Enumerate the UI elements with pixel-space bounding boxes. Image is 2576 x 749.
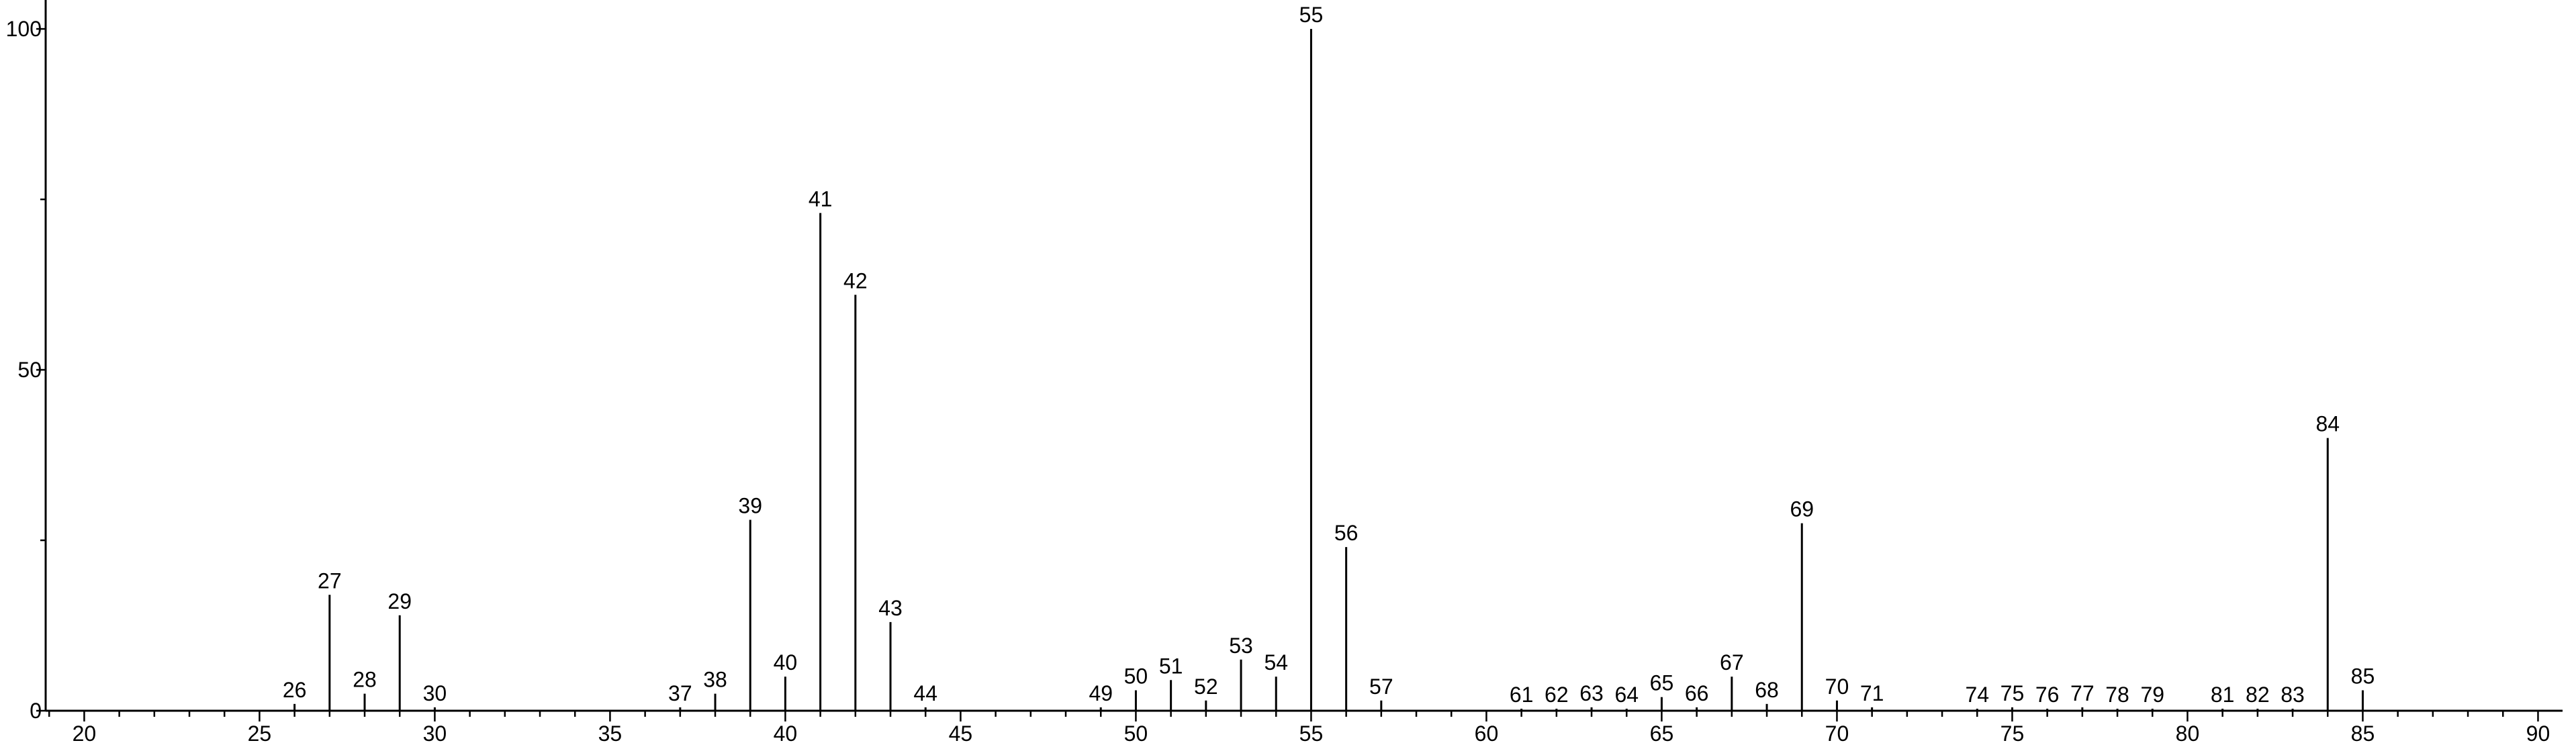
- x-tick-label: 75: [2000, 721, 2025, 746]
- peak-label: 53: [1229, 634, 1253, 658]
- peak-label: 51: [1159, 654, 1183, 678]
- peak-label: 38: [703, 668, 727, 692]
- peak-label: 84: [2315, 412, 2340, 436]
- x-tick-label: 80: [2176, 721, 2200, 746]
- y-tick-label: 0: [30, 699, 42, 723]
- peak-label: 77: [2070, 681, 2095, 705]
- peak-label: 57: [1369, 675, 1393, 699]
- x-tick-label: 25: [248, 721, 272, 746]
- peak-label: 66: [1685, 681, 1709, 705]
- x-tick-label: 35: [598, 721, 623, 746]
- peak-label: 71: [1860, 681, 1884, 705]
- y-tick-label: 100: [6, 17, 42, 41]
- peak-label: 54: [1264, 650, 1288, 675]
- peak-label: 56: [1334, 521, 1359, 545]
- peak-label: 44: [913, 681, 937, 705]
- peak-label: 75: [2000, 681, 2025, 705]
- peak-label: 40: [774, 650, 798, 675]
- peak-label: 83: [2281, 683, 2305, 707]
- peak-label: 37: [668, 681, 692, 705]
- x-tick-label: 70: [1825, 721, 1849, 746]
- peak-label: 70: [1825, 675, 1849, 699]
- peak-label: 76: [2035, 683, 2060, 707]
- peak-label: 65: [1650, 671, 1674, 695]
- x-tick-label: 60: [1475, 721, 1499, 746]
- peak-label: 67: [1720, 650, 1744, 675]
- y-tick-label: 50: [17, 358, 42, 382]
- peak-label: 39: [738, 494, 762, 518]
- peak-label: 50: [1124, 664, 1148, 689]
- peak-label: 27: [318, 568, 342, 593]
- peak-label: 63: [1579, 681, 1604, 705]
- x-tick-label: 30: [423, 721, 447, 746]
- x-tick-label: 65: [1650, 721, 1674, 746]
- peak-label: 78: [2105, 683, 2129, 707]
- x-tick-label: 55: [1299, 721, 1324, 746]
- x-tick-label: 85: [2351, 721, 2375, 746]
- peak-label: 85: [2351, 664, 2375, 689]
- peak-label: 42: [843, 268, 868, 293]
- x-tick-label: 45: [949, 721, 973, 746]
- peak-label: 49: [1089, 681, 1113, 705]
- peak-label: 82: [2246, 683, 2270, 707]
- peak-label: 62: [1545, 683, 1569, 707]
- peak-label: 52: [1194, 675, 1218, 699]
- x-tick-label: 50: [1124, 721, 1148, 746]
- x-tick-label: 40: [774, 721, 798, 746]
- peak-label: 64: [1614, 683, 1639, 707]
- x-tick-label: 90: [2526, 721, 2550, 746]
- peak-label: 55: [1299, 3, 1324, 27]
- peak-label: 30: [423, 681, 447, 705]
- peak-label: 68: [1755, 678, 1779, 702]
- peak-label: 81: [2211, 683, 2235, 707]
- peak-label: 41: [809, 187, 833, 211]
- peak-label: 43: [878, 596, 903, 620]
- peak-label: 61: [1510, 683, 1534, 707]
- x-tick-label: 20: [73, 721, 97, 746]
- peak-label: 74: [1965, 683, 1989, 707]
- peak-label: 69: [1790, 497, 1814, 521]
- peak-label: 29: [387, 589, 412, 613]
- peak-label: 26: [283, 678, 307, 702]
- peak-label: 28: [353, 668, 377, 692]
- peak-label: 79: [2140, 683, 2164, 707]
